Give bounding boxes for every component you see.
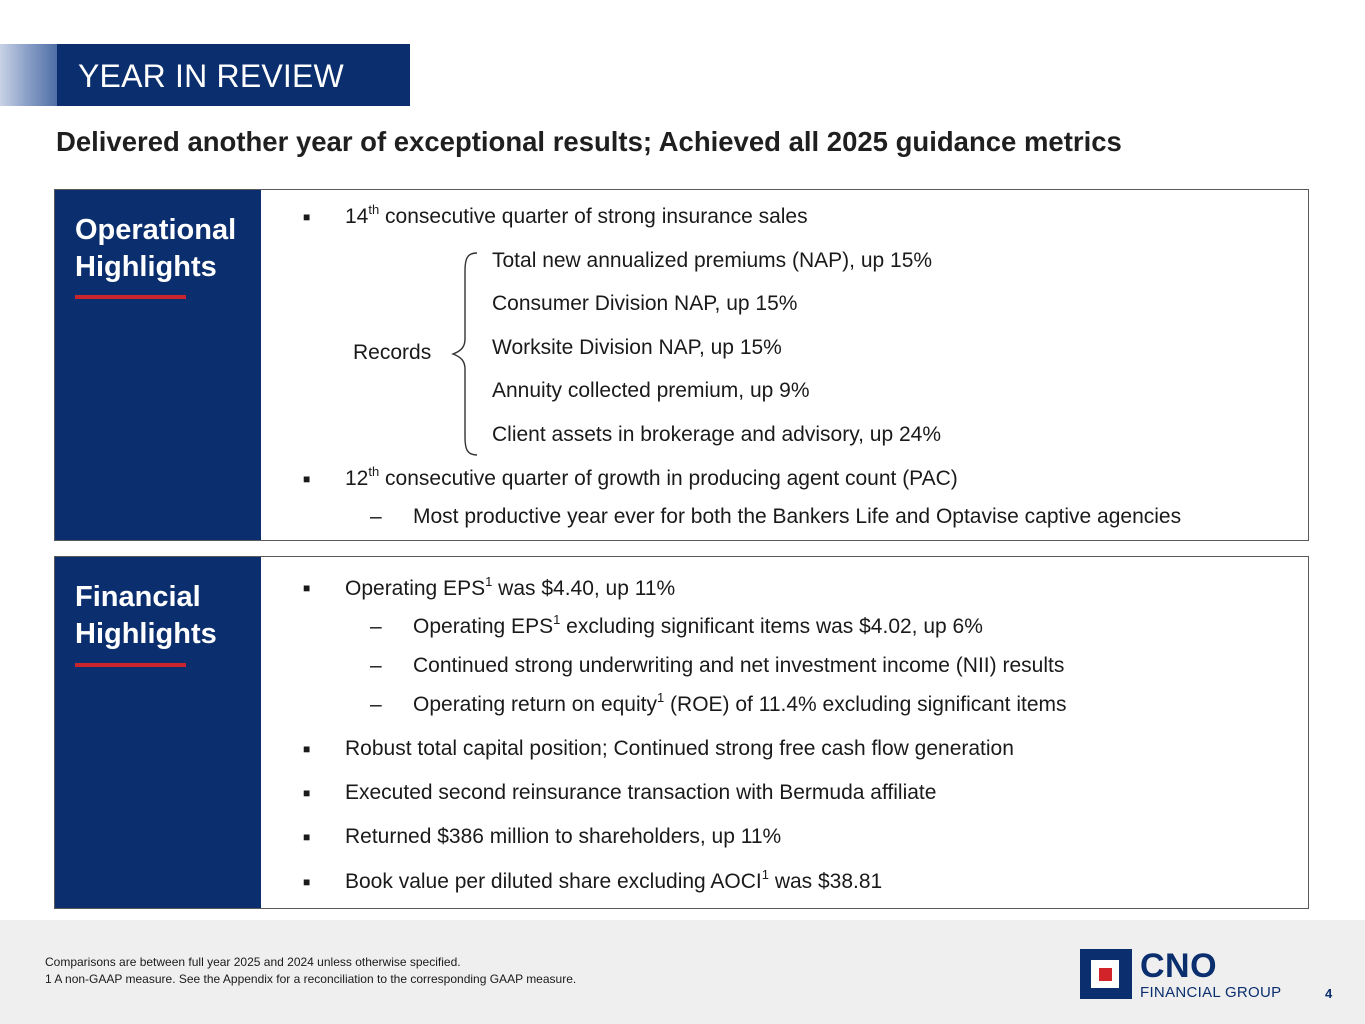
record-item: Total new annualized premiums (NAP), up … — [492, 249, 933, 272]
square-bullet-icon: ■ — [303, 875, 311, 889]
fin-bullet-book-value: Book value per diluted share excluding A… — [345, 867, 883, 893]
record-item: Worksite Division NAP, up 15% — [492, 336, 782, 359]
dash-icon: – — [370, 693, 382, 716]
page-title: YEAR IN REVIEW — [78, 58, 344, 94]
square-bullet-icon: ■ — [303, 472, 311, 486]
records-label: Records — [353, 341, 432, 364]
curly-brace-icon — [451, 252, 478, 456]
operational-sidebar: Operational Highlights — [55, 190, 261, 540]
dash-icon: – — [370, 654, 382, 677]
operational-highlights-panel: Operational Highlights — [54, 189, 1309, 541]
footer — [0, 920, 1365, 1024]
op-sub-captive-agencies: Most productive year ever for both the B… — [413, 505, 1182, 528]
logo-subtitle: FINANCIAL GROUP — [1140, 984, 1282, 1001]
square-bullet-icon: ■ — [303, 742, 311, 756]
square-bullet-icon: ■ — [303, 830, 311, 844]
dash-icon: – — [370, 505, 382, 528]
square-bullet-icon: ■ — [303, 210, 311, 224]
square-bullet-icon: ■ — [303, 786, 311, 800]
operational-title: Operational Highlights — [75, 214, 237, 283]
fin-bullet-capital: Robust total capital position; Continued… — [345, 737, 1014, 760]
op-bullet-agent-count: 12th consecutive quarter of growth in pr… — [345, 464, 958, 490]
fin-sub-roe: Operating return on equity1 (ROE) of 11.… — [413, 690, 1067, 716]
footnote-comparison: Comparisons are between full year 2025 a… — [45, 955, 461, 969]
logo-name: CNO — [1140, 947, 1218, 985]
headline: Delivered another year of exceptional re… — [56, 126, 1122, 157]
financial-sidebar: Financial Highlights — [55, 557, 261, 908]
fin-sub-underwriting: Continued strong underwriting and net in… — [413, 654, 1065, 677]
fin-bullet-eps: Operating EPS1 was $4.40, up 11% — [345, 574, 676, 600]
square-bullet-icon: ■ — [303, 581, 311, 595]
record-item: Annuity collected premium, up 9% — [492, 379, 810, 402]
record-item: Consumer Division NAP, up 15% — [492, 292, 798, 315]
footnote-non-gaap: 1 A non-GAAP measure. See the Appendix f… — [45, 972, 577, 986]
fin-sub-eps-excluding: Operating EPS1 excluding significant ite… — [413, 612, 983, 638]
title-accent-gradient — [0, 44, 57, 106]
page-number: 4 — [1325, 986, 1333, 1001]
record-item: Client assets in brokerage and advisory,… — [492, 423, 942, 446]
op-bullet-insurance-sales: 14th consecutive quarter of strong insur… — [345, 202, 808, 228]
fin-bullet-returned: Returned $386 million to shareholders, u… — [345, 825, 782, 848]
operational-title-rule — [75, 295, 186, 299]
financial-highlights-panel: Financial Highlights — [54, 556, 1309, 909]
cno-logo-red-square — [1099, 968, 1112, 981]
financial-title: Financial Highlights — [75, 581, 217, 650]
financial-title-rule — [75, 663, 186, 667]
dash-icon: – — [370, 615, 382, 638]
title-bar — [57, 44, 410, 106]
fin-bullet-reinsurance: Executed second reinsurance transaction … — [345, 781, 937, 804]
